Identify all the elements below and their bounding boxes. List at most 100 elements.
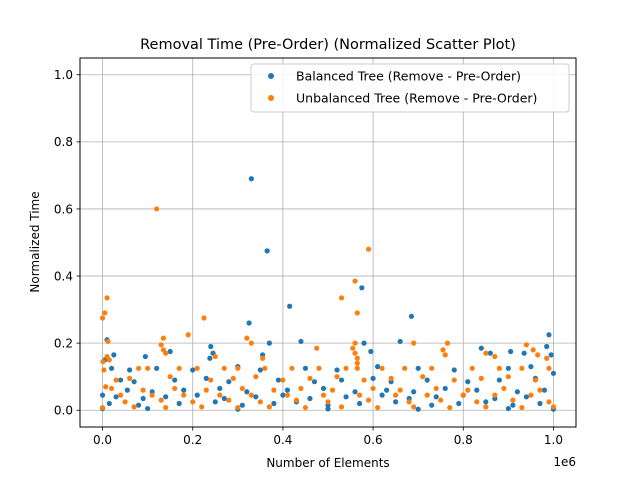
unbalanced-tree-point <box>352 278 358 284</box>
unbalanced-tree-point <box>266 404 272 410</box>
balanced-tree-point <box>415 406 421 412</box>
unbalanced-tree-point <box>411 340 417 346</box>
unbalanced-tree-point <box>338 404 345 410</box>
unbalanced-tree-point <box>429 365 435 371</box>
unbalanced-tree-point <box>528 392 534 398</box>
unbalanced-tree-point <box>208 377 214 383</box>
unbalanced-tree-point <box>375 404 381 411</box>
balanced-tree-point <box>176 400 182 407</box>
unbalanced-tree-point <box>352 350 358 356</box>
balanced-tree-point <box>537 400 543 407</box>
unbalanced-tree-point <box>440 347 446 353</box>
unbalanced-tree-point <box>106 357 112 363</box>
balanced-tree-point <box>127 367 133 373</box>
unbalanced-tree-point <box>158 397 164 403</box>
balanced-tree-point <box>474 387 480 393</box>
unbalanced-tree-point <box>289 365 295 371</box>
unbalanced-tree-point <box>460 392 466 398</box>
unbalanced-tree-point <box>284 392 291 398</box>
unbalanced-tree-point <box>442 352 448 358</box>
balanced-tree-point <box>284 387 291 393</box>
balanced-tree-point <box>356 400 363 407</box>
y-axis-label: Normalized Time <box>28 191 42 292</box>
unbalanced-tree-point <box>406 399 412 405</box>
balanced-tree-point <box>271 400 277 407</box>
unbalanced-tree-point <box>483 350 489 356</box>
balanced-tree-point <box>384 387 390 393</box>
unbalanced-tree-point <box>393 392 399 398</box>
unbalanced-tree-point <box>108 385 115 392</box>
unbalanced-tree-point <box>302 404 309 411</box>
unbalanced-tree-point <box>199 404 205 410</box>
chart-title: Removal Time (Pre-Order) (Normalized Sca… <box>140 37 516 53</box>
unbalanced-tree-point <box>354 310 360 316</box>
unbalanced-tree-point <box>546 399 552 405</box>
unbalanced-tree-point <box>352 340 358 346</box>
y-tick-label: 0.0 <box>54 404 73 418</box>
balanced-tree-point <box>514 389 520 395</box>
unbalanced-tree-point <box>244 335 250 341</box>
balanced-tree-point <box>142 353 148 360</box>
x-tick-label: 0.4 <box>273 433 292 447</box>
x-tick-label: 0.2 <box>183 433 202 447</box>
unbalanced-tree-point <box>271 387 277 393</box>
balanced-tree-point <box>523 394 530 400</box>
balanced-tree-point <box>375 364 381 370</box>
x-tick-label: 0.8 <box>454 433 473 447</box>
unbalanced-tree-point <box>113 377 119 383</box>
unbalanced-tree-point <box>483 404 489 410</box>
unbalanced-tree-point <box>102 310 108 316</box>
balanced-tree-point <box>99 392 106 398</box>
balanced-tree-point <box>302 365 309 371</box>
balanced-tree-point <box>172 377 178 383</box>
unbalanced-tree-point <box>201 315 207 321</box>
unbalanced-tree-point <box>361 377 367 383</box>
unbalanced-tree-point <box>307 375 313 381</box>
unbalanced-tree-point <box>354 360 360 366</box>
unbalanced-tree-point <box>532 377 539 383</box>
balanced-tree-point <box>221 395 227 402</box>
y-tick-label: 0.8 <box>54 135 73 149</box>
balanced-tree-point <box>307 395 313 402</box>
balanced-tree-point <box>117 377 124 383</box>
unbalanced-tree-point <box>262 365 268 371</box>
legend: Balanced Tree (Remove - Pre-Order) Unbal… <box>250 63 570 113</box>
unbalanced-tree-point <box>293 397 300 403</box>
unbalanced-tree-point <box>239 385 245 392</box>
unbalanced-tree-point <box>492 353 498 360</box>
unbalanced-tree-point <box>248 392 254 398</box>
balanced-tree-point <box>257 367 263 373</box>
balanced-tree-point <box>163 394 169 400</box>
unbalanced-tree-point <box>149 392 155 398</box>
unbalanced-tree-point <box>519 404 525 411</box>
unbalanced-tree-point <box>212 353 218 360</box>
unbalanced-tree-point <box>194 365 200 371</box>
y-tick-label: 0.2 <box>54 336 73 350</box>
unbalanced-tree-point <box>544 355 550 361</box>
unbalanced-tree-point <box>397 387 403 393</box>
unbalanced-tree-point <box>316 365 322 371</box>
balanced-tree-point <box>528 364 534 370</box>
balanced-tree-point <box>352 389 358 395</box>
balanced-tree-point <box>451 367 457 373</box>
balanced-tree-point <box>338 377 345 383</box>
unbalanced-tree-point <box>325 399 331 405</box>
unbalanced-tree-point <box>163 404 169 411</box>
unbalanced-tree-point <box>356 392 363 398</box>
balanced-tree-point <box>194 392 200 398</box>
unbalanced-tree-point <box>100 358 106 365</box>
unbalanced-tree-point <box>354 355 360 361</box>
unbalanced-tree-point <box>190 399 196 405</box>
y-tick-label: 1.0 <box>54 68 73 82</box>
unbalanced-tree-point <box>519 365 525 371</box>
balanced-tree-point <box>393 399 399 405</box>
balanced-tree-point <box>548 352 554 358</box>
unbalanced-tree-point <box>257 399 263 405</box>
balanced-tree-point <box>131 379 137 385</box>
balanced-tree-point <box>311 379 318 385</box>
unbalanced-tree-point <box>221 365 227 371</box>
balanced-tree-point <box>226 379 232 385</box>
balanced-tree-point <box>111 352 117 358</box>
unbalanced-tree-point <box>474 399 480 405</box>
